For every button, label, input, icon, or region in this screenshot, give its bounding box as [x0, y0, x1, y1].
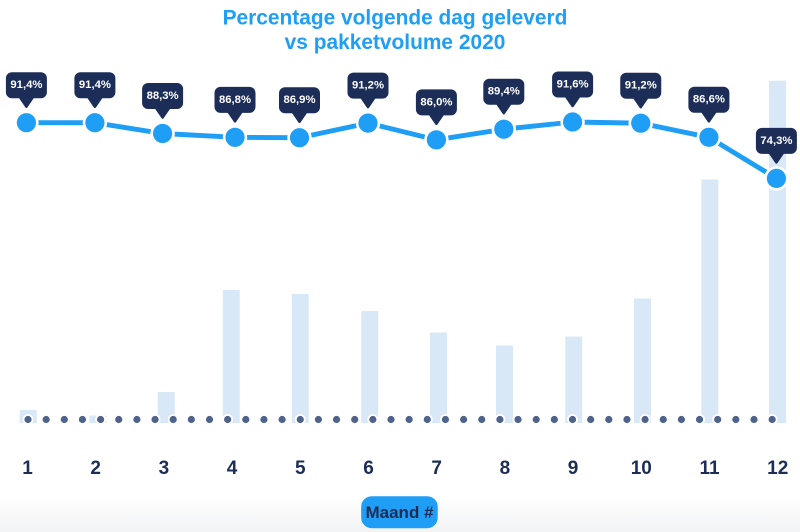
svg-text:86,6%: 86,6% [693, 94, 725, 106]
svg-text:Percentage volgende dag geleve: Percentage volgende dag geleverd [223, 7, 568, 30]
svg-text:6: 6 [363, 458, 374, 479]
svg-text:1: 1 [22, 458, 33, 479]
svg-text:91,2%: 91,2% [625, 80, 657, 92]
svg-text:4: 4 [227, 458, 238, 479]
svg-text:vs pakketvolume 2020: vs pakketvolume 2020 [285, 31, 506, 54]
svg-text:88,3%: 88,3% [147, 90, 179, 102]
svg-text:86,9%: 86,9% [283, 94, 315, 106]
svg-text:9: 9 [568, 458, 579, 479]
svg-text:86,8%: 86,8% [219, 94, 251, 106]
svg-text:91,2%: 91,2% [352, 80, 384, 92]
svg-text:3: 3 [159, 458, 170, 479]
svg-text:89,4%: 89,4% [488, 86, 520, 98]
svg-text:5: 5 [295, 458, 306, 479]
svg-text:74,3%: 74,3% [760, 135, 792, 147]
svg-text:10: 10 [631, 458, 652, 479]
svg-text:11: 11 [699, 458, 720, 479]
svg-text:91,4%: 91,4% [10, 79, 42, 91]
svg-text:7: 7 [431, 458, 442, 479]
svg-text:2: 2 [90, 458, 101, 479]
svg-text:91,4%: 91,4% [79, 79, 111, 91]
svg-text:86,0%: 86,0% [420, 96, 452, 108]
svg-text:8: 8 [500, 458, 511, 479]
svg-text:91,6%: 91,6% [557, 78, 589, 90]
svg-text:12: 12 [767, 458, 788, 479]
svg-text:Maand #: Maand # [365, 503, 434, 522]
